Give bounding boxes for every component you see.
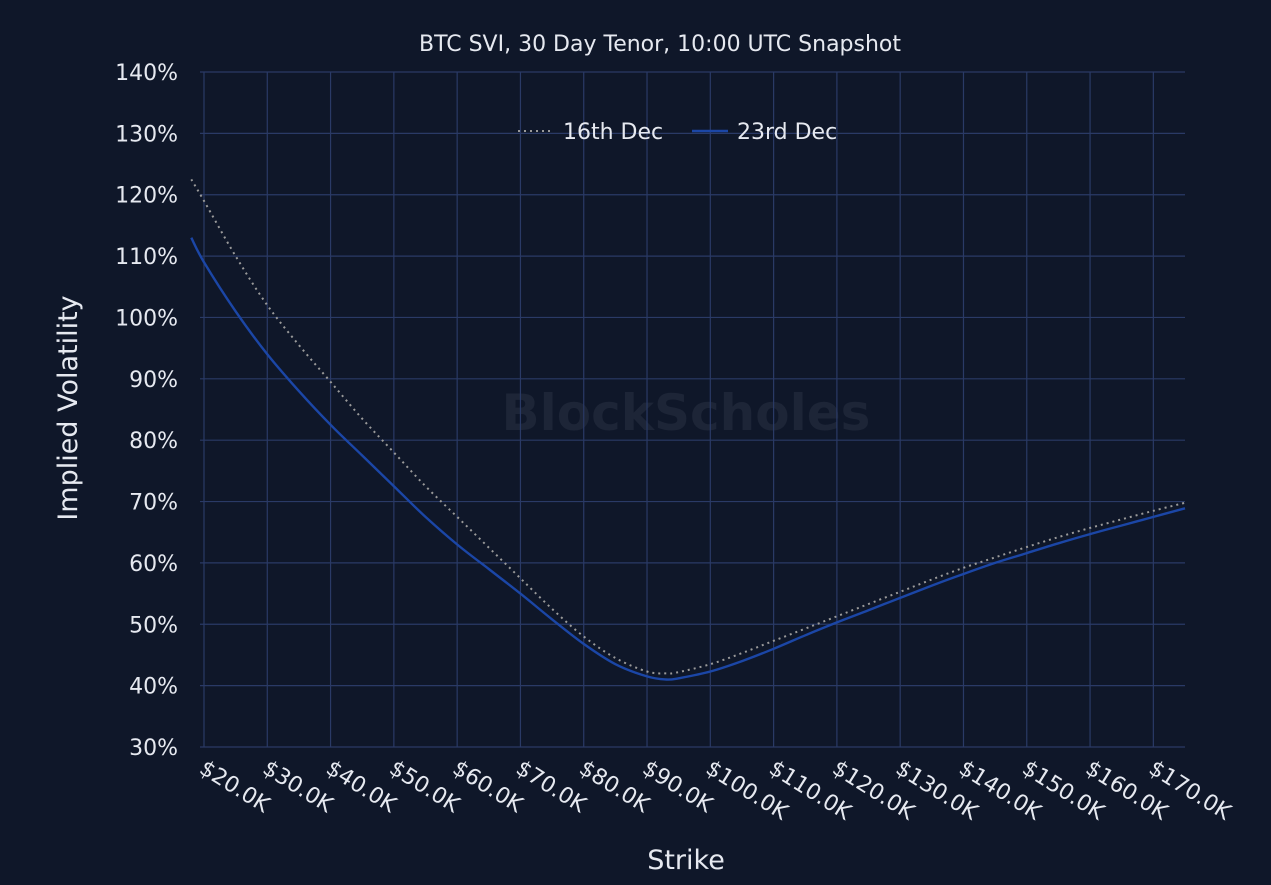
x-tick-label: $40.0K (321, 756, 400, 819)
x-tick-label: $80.0K (575, 756, 654, 819)
y-tick-label: 50% (129, 613, 178, 638)
y-axis-title: Implied Volatility (53, 295, 84, 520)
y-tick-label: 100% (115, 306, 178, 331)
y-tick-label: 80% (129, 429, 178, 454)
x-tick-label: $20.0K (195, 756, 274, 819)
y-tick-label: 90% (129, 368, 178, 393)
y-tick-label: 110% (115, 245, 178, 270)
x-axis-title: Strike (647, 845, 725, 876)
y-tick-label: 140% (115, 61, 178, 86)
chart-title: BTC SVI, 30 Day Tenor, 10:00 UTC Snapsho… (419, 32, 901, 57)
x-tick-label: $70.0K (511, 756, 590, 819)
y-tick-label: 30% (129, 736, 178, 761)
series-line-23rd-dec (190, 237, 1186, 681)
legend: 16th Dec 23rd Dec (518, 120, 837, 145)
watermark-text: BlockScholes (502, 384, 871, 442)
y-tick-label: 120% (115, 184, 178, 209)
series-line-16th-dec (190, 178, 1186, 675)
x-tick-label: $90.0K (638, 756, 717, 819)
y-tick-label: 40% (129, 675, 178, 700)
legend-label: 16th Dec (563, 120, 663, 145)
x-tick-label: $30.0K (258, 756, 337, 819)
y-tick-label: 130% (115, 122, 178, 147)
y-tick-label: 60% (129, 552, 178, 577)
x-tick-label: $60.0K (448, 756, 527, 819)
y-tick-label: 70% (129, 491, 178, 516)
x-tick-label: $50.0K (385, 756, 464, 819)
legend-label: 23rd Dec (737, 120, 837, 145)
